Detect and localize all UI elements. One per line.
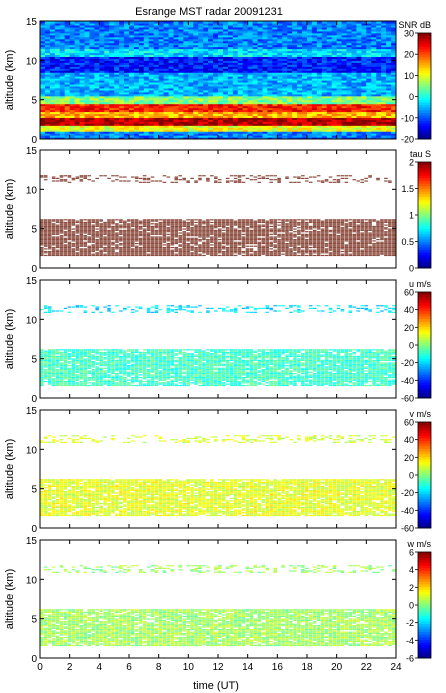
x-tick-label: 8 xyxy=(156,662,162,673)
colorbar: -60 -40 -20 0 20 40 60u m/s xyxy=(401,279,432,404)
panel-3: 0 5 10 15 altitude (km) -60 -40 -20 0 20 40 60u m/s xyxy=(4,276,431,405)
x-tick-label: 18 xyxy=(301,662,313,673)
x-tick-label: 4 xyxy=(97,662,103,673)
y-axis-label: altitude (km) xyxy=(4,50,16,111)
colorbar-tick-label: 0 xyxy=(409,601,414,611)
colorbar-tick-label: -6 xyxy=(406,654,414,664)
y-tick-label: 10 xyxy=(26,575,38,586)
x-tick-label: 12 xyxy=(212,662,224,673)
y-axis-label: altitude (km) xyxy=(4,179,16,240)
y-tick-label: 15 xyxy=(26,17,38,28)
colorbar-tick-label: 0 xyxy=(409,264,414,274)
colorbar-tick-label: -20 xyxy=(401,135,414,145)
x-tick-label: 10 xyxy=(183,662,195,673)
colorbar-tick-label: 20 xyxy=(404,453,414,463)
colorbar-tick-label: 6 xyxy=(409,548,414,558)
y-axis-label: altitude (km) xyxy=(4,439,16,500)
colorbar-tick-label: 40 xyxy=(404,305,414,315)
y-tick-label: 10 xyxy=(26,185,38,196)
y-tick-label: 5 xyxy=(31,615,37,626)
y-tick-label: 10 xyxy=(26,315,38,326)
y-tick-label: 5 xyxy=(31,225,37,236)
heatmap-image xyxy=(40,280,396,398)
colorbar-tick-label: -40 xyxy=(401,506,414,516)
colorbar-tick-label: -60 xyxy=(401,524,414,534)
heatmap-image xyxy=(40,540,396,658)
colorbar-tick-label: 0 xyxy=(409,92,414,102)
colorbar-tick-label: 1.5 xyxy=(401,184,414,194)
colorbar: -6 -4 -2 0 2 4 6w m/s xyxy=(406,539,432,664)
y-tick-label: 10 xyxy=(26,445,38,456)
y-axis-label: altitude (km) xyxy=(4,569,16,630)
colorbar-tick-label: 60 xyxy=(404,418,414,428)
colorbar-label: w m/s xyxy=(407,539,432,549)
y-tick-label: 15 xyxy=(26,276,38,287)
y-tick-label: 10 xyxy=(26,56,38,67)
panel-4: 0 5 10 15 altitude (km) -60 -40 -20 0 20 40 60v m/s xyxy=(4,406,431,535)
y-tick-label: 0 xyxy=(31,524,37,535)
y-tick-label: 0 xyxy=(31,654,37,665)
x-tick-label: 22 xyxy=(361,662,373,673)
y-tick-label: 5 xyxy=(31,485,37,496)
colorbar-tick-label: 0 xyxy=(409,341,414,351)
colorbar-label: u m/s xyxy=(409,279,432,289)
colorbar-label: v m/s xyxy=(410,409,432,419)
colorbar: -60 -40 -20 0 20 40 60v m/s xyxy=(401,409,432,534)
heatmap-image xyxy=(40,21,396,139)
y-tick-label: 5 xyxy=(31,355,37,366)
x-tick-label: 14 xyxy=(242,662,254,673)
colorbar-tick-label: 10 xyxy=(404,71,414,81)
heatmap-image xyxy=(40,410,396,528)
heatmap-image xyxy=(40,150,396,268)
y-tick-label: 0 xyxy=(31,135,37,146)
colorbar-tick-label: 60 xyxy=(404,288,414,298)
colorbar-tick-label: -20 xyxy=(401,358,414,368)
colorbar-tick-label: -2 xyxy=(406,618,414,628)
colorbar-tick-label: -60 xyxy=(401,394,414,404)
colorbar-tick-label: 30 xyxy=(404,29,414,39)
colorbar-tick-label: 0.5 xyxy=(401,237,414,247)
y-tick-label: 15 xyxy=(26,536,38,547)
y-tick-label: 15 xyxy=(26,406,38,417)
x-tick-label: 6 xyxy=(126,662,132,673)
colorbar-tick-label: 0 xyxy=(409,471,414,481)
x-tick-label: 20 xyxy=(331,662,343,673)
x-tick-label: 16 xyxy=(272,662,284,673)
colorbar-tick-label: 2 xyxy=(409,158,414,168)
colorbar-tick-label: 4 xyxy=(409,565,414,575)
figure-title: Esrange MST radar 20091231 xyxy=(135,6,283,18)
x-axis-label: time (UT) xyxy=(193,680,239,692)
colorbar-label: tau S xyxy=(410,149,431,159)
colorbar-tick-label: -20 xyxy=(401,488,414,498)
colorbar-tick-label: 2 xyxy=(409,583,414,593)
y-tick-label: 5 xyxy=(31,96,37,107)
colorbar-tick-label: 20 xyxy=(404,323,414,333)
y-tick-label: 0 xyxy=(31,264,37,275)
y-tick-label: 0 xyxy=(31,394,37,405)
colorbar-tick-label: -4 xyxy=(406,636,414,646)
y-tick-label: 15 xyxy=(26,146,38,157)
colorbar-tick-label: -40 xyxy=(401,376,414,386)
x-tick-label: 2 xyxy=(67,662,73,673)
colorbar-tick-label: -10 xyxy=(401,113,414,123)
x-tick-label: 0 xyxy=(37,662,43,673)
colorbar-tick-label: 40 xyxy=(404,435,414,445)
colorbar-label: SNR dB xyxy=(398,20,431,30)
x-tick-label: 24 xyxy=(390,662,402,673)
colorbar-tick-label: 20 xyxy=(404,50,414,60)
y-axis-label: altitude (km) xyxy=(4,309,16,370)
colorbar-tick-label: 1 xyxy=(409,211,414,221)
